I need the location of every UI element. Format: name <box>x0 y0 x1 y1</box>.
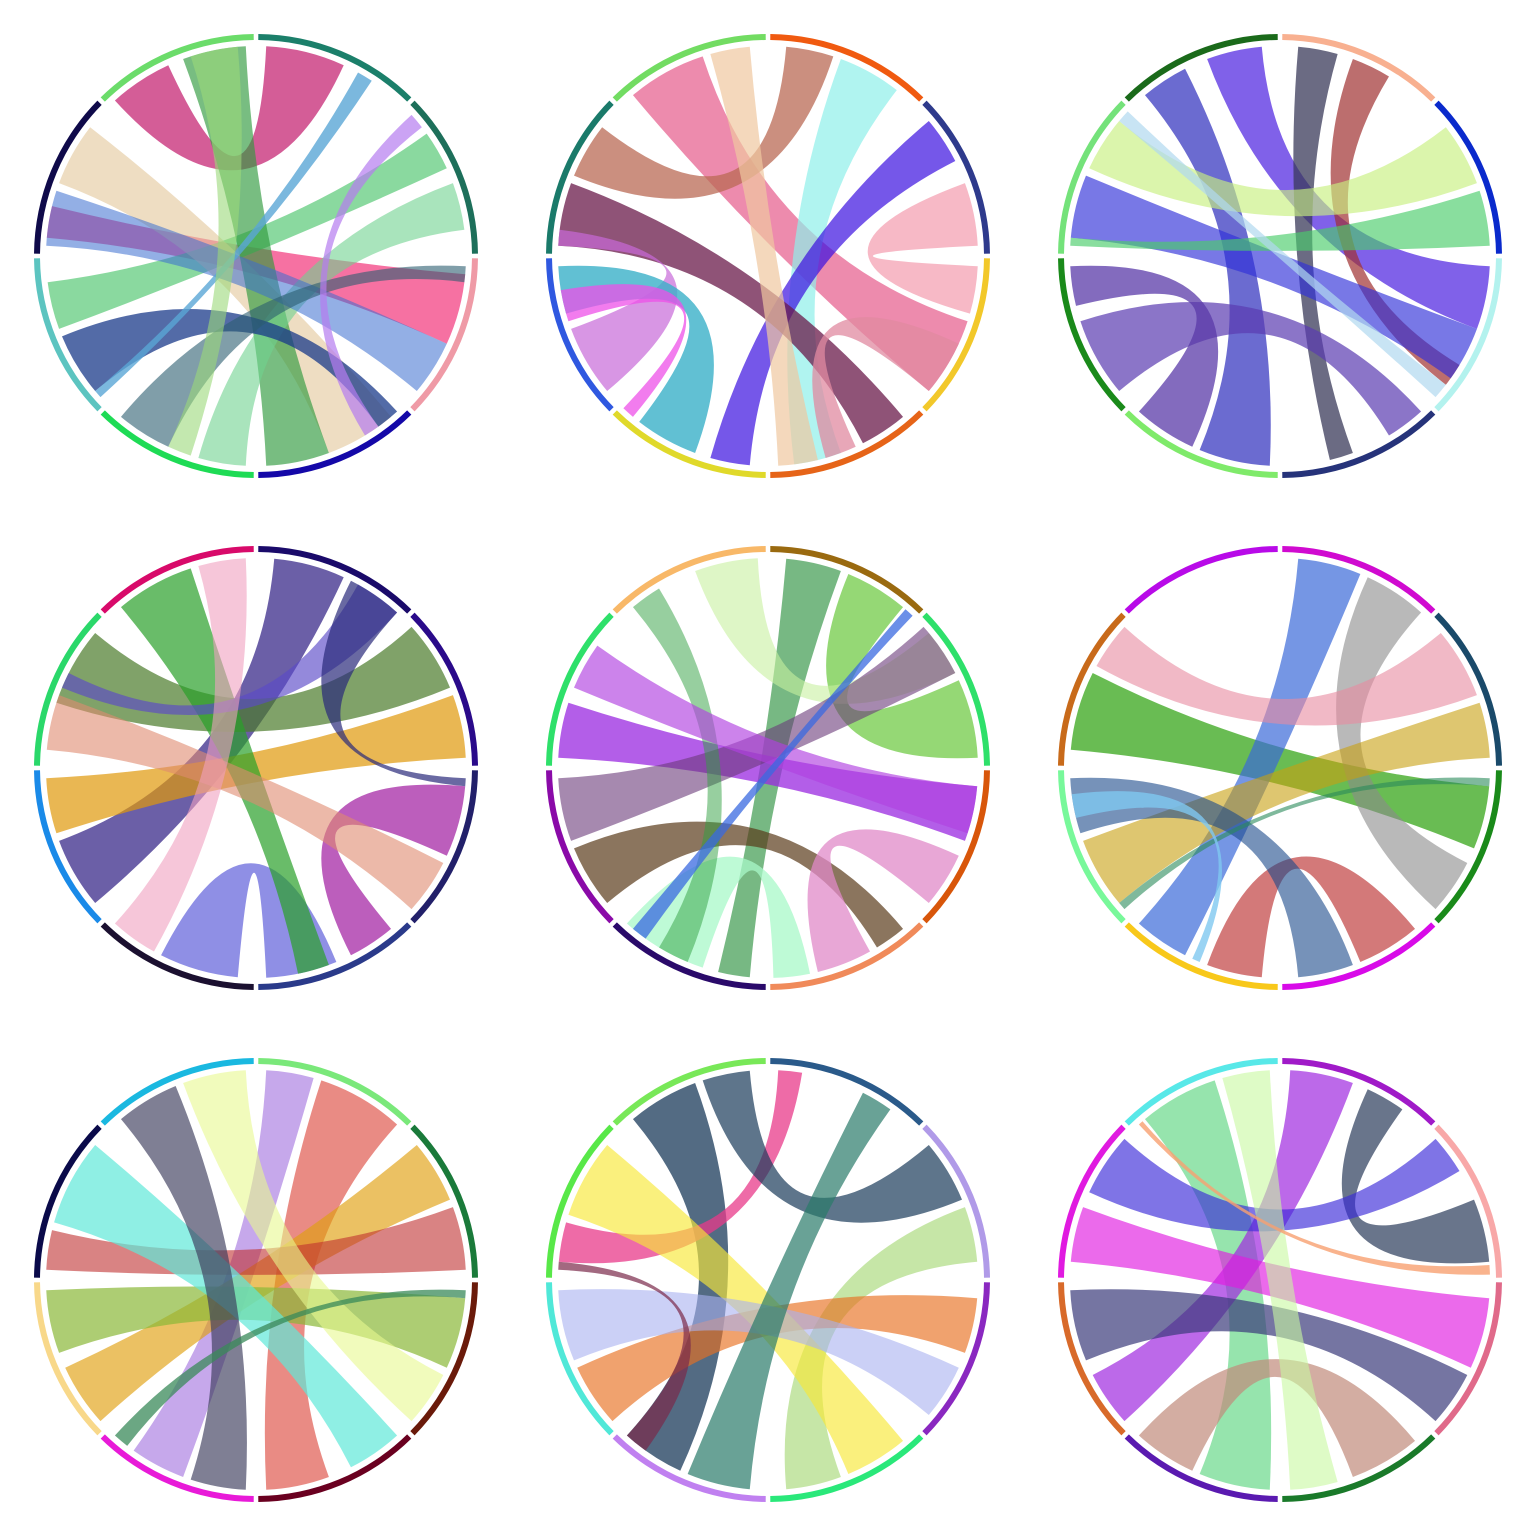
chord-ribbon <box>558 183 904 444</box>
chord-diagram-7 <box>34 1058 478 1502</box>
chord-ribbon <box>1207 856 1416 978</box>
chord-ribbon <box>710 46 818 466</box>
chord-ribbon <box>321 784 466 956</box>
chord-diagram-4 <box>34 546 478 990</box>
chord-diagram-2 <box>546 34 990 478</box>
chord-ribbon <box>710 120 956 466</box>
chord-ribbon <box>632 588 722 963</box>
segment-arc <box>1124 546 1278 614</box>
chord-ribbon <box>1070 175 1477 379</box>
chord-ribbon <box>1144 68 1271 466</box>
chord-ribbon <box>1336 577 1468 910</box>
ribbon-group <box>1070 46 1490 466</box>
chord-diagram-9 <box>1058 1058 1502 1502</box>
chord-ribbon <box>1138 1121 1490 1275</box>
ribbon-group <box>1070 558 1490 978</box>
chord-ribbon <box>1222 1070 1338 1490</box>
ribbon-group <box>46 46 466 466</box>
chord-ribbon <box>46 1286 466 1368</box>
chord-ribbon <box>120 568 329 974</box>
chord-ribbon <box>1293 46 1353 460</box>
chord-ribbon <box>133 1070 314 1477</box>
chord-ribbon <box>558 1261 691 1451</box>
chord-ribbon <box>1119 777 1490 910</box>
chord-ribbon <box>1089 120 1477 217</box>
chord-ribbon <box>812 317 959 458</box>
chord-ribbon <box>573 645 978 834</box>
chord-ribbon <box>114 558 247 952</box>
chord-ribbon <box>59 558 344 904</box>
chord-ribbon <box>558 229 678 392</box>
ribbon-group <box>558 46 978 466</box>
chord-diagram-3 <box>1058 34 1502 478</box>
chord-ribbon <box>558 1289 959 1416</box>
chord-ribbon <box>1138 1359 1416 1477</box>
chord-ribbon <box>95 72 372 398</box>
chord-ribbon <box>558 1070 803 1264</box>
chord-ribbon <box>1207 46 1490 329</box>
chord-ribbon <box>558 265 714 453</box>
chord-ribbon <box>1096 626 1477 726</box>
chord-ribbon <box>1138 558 1361 956</box>
chord-ribbon <box>632 609 913 939</box>
chord-ribbon <box>61 308 398 427</box>
segment-arc <box>1282 410 1436 478</box>
chord-ribbon <box>1070 265 1219 447</box>
chord-ribbon <box>168 46 242 456</box>
chord-ribbon <box>1080 301 1422 436</box>
chord-ribbon <box>1071 791 1223 963</box>
chord-ribbon <box>867 183 978 314</box>
ribbon-group <box>558 558 978 978</box>
chord-diagram-5 <box>546 546 990 990</box>
ribbon-group <box>46 1070 466 1490</box>
chord-ribbon <box>626 1083 729 1471</box>
chord-diagram-1 <box>34 34 478 478</box>
chord-ribbon <box>560 284 687 417</box>
segment-arc-group <box>546 1058 990 1502</box>
chord-ribbon <box>47 133 447 329</box>
chord-ribbon <box>1083 702 1490 904</box>
chord-ribbon <box>198 183 465 466</box>
chord-diagram-8 <box>546 1058 990 1502</box>
chord-ribbon <box>687 1092 891 1490</box>
chord-ribbon <box>1089 1138 1460 1232</box>
ribbon-group <box>558 1070 978 1490</box>
chord-ribbon <box>1070 1289 1468 1422</box>
chord-ribbon <box>120 1085 247 1490</box>
chord-ribbon <box>1070 190 1490 251</box>
chord-diagram-6 <box>1058 546 1502 990</box>
chord-ribbon <box>65 1144 451 1422</box>
chord-ribbon <box>46 190 447 392</box>
chord-ribbon <box>577 1295 978 1422</box>
chord-ribbon <box>558 626 956 841</box>
chord-ribbon <box>1341 1089 1490 1264</box>
chord-ribbon <box>264 1080 398 1490</box>
chord-ribbon <box>114 46 344 171</box>
chord-ribbon <box>1092 1070 1353 1422</box>
chord-ribbon <box>573 46 834 199</box>
chord-ribbon <box>573 821 904 948</box>
chord-ribbon <box>46 695 444 910</box>
chord-ribbon <box>807 829 959 972</box>
chord-ribbon <box>59 127 392 453</box>
chord-ribbon <box>120 265 466 447</box>
ribbon-group <box>46 558 466 978</box>
chord-ribbon <box>183 1070 444 1422</box>
ribbon-group <box>1070 1070 1490 1490</box>
chord-ribbon <box>702 1070 963 1223</box>
chord-ribbon <box>1119 111 1446 398</box>
chord-ribbon <box>321 580 466 787</box>
